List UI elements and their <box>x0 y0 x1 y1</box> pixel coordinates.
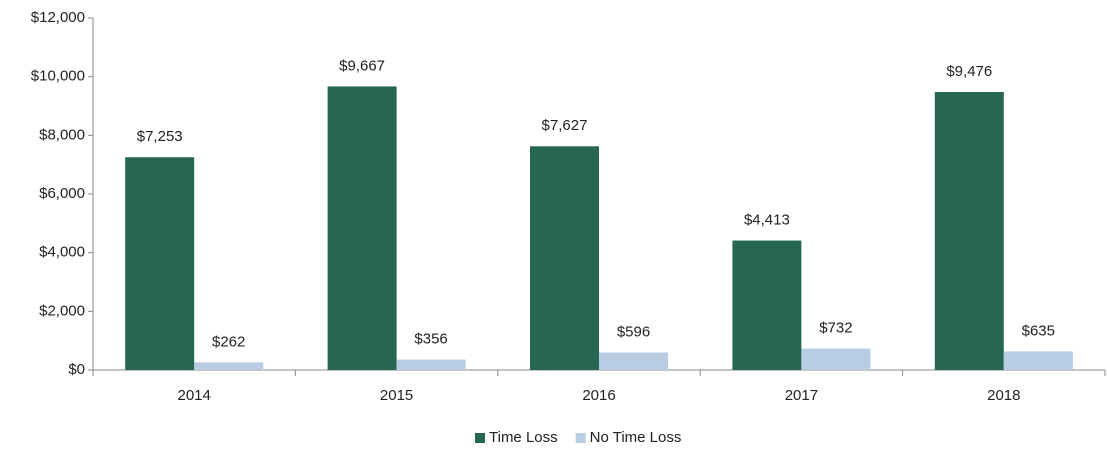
legend-label: Time Loss <box>489 429 558 446</box>
x-tick-label: 2018 <box>987 387 1020 404</box>
bar <box>327 86 397 371</box>
x-tick-label: 2014 <box>178 387 211 404</box>
legend-swatch <box>575 433 586 443</box>
x-tick-label: 2016 <box>582 387 615 404</box>
bar <box>125 157 195 370</box>
bar <box>530 146 599 370</box>
data-label: $4,413 <box>744 212 790 229</box>
data-label: $9,476 <box>946 63 992 80</box>
data-label: $732 <box>819 319 852 336</box>
data-label: $7,253 <box>137 128 183 145</box>
data-label: $635 <box>1022 322 1055 339</box>
x-tick-label: 2017 <box>785 387 818 404</box>
bar <box>732 240 802 370</box>
legend-label: No Time Loss <box>590 429 682 446</box>
y-tick-label: $4,000 <box>39 244 85 261</box>
legend-swatch <box>475 433 485 443</box>
data-label: $7,627 <box>542 117 588 134</box>
bar <box>396 359 466 370</box>
data-label: $262 <box>212 333 245 350</box>
data-label: $9,667 <box>339 57 385 74</box>
y-tick-label: $8,000 <box>39 126 85 143</box>
x-tick-label: 2015 <box>380 387 413 404</box>
bar <box>194 362 264 370</box>
bar <box>801 348 871 370</box>
y-tick-label: $10,000 <box>31 68 85 85</box>
bar <box>1003 351 1073 370</box>
y-tick-label: $2,000 <box>39 302 85 319</box>
bar <box>934 92 1004 371</box>
data-label: $356 <box>414 331 447 348</box>
y-tick-label: $12,000 <box>31 9 85 26</box>
y-tick-label: $0 <box>68 361 85 378</box>
data-label: $596 <box>617 323 650 340</box>
y-tick-label: $6,000 <box>39 185 85 202</box>
bar <box>599 352 668 370</box>
